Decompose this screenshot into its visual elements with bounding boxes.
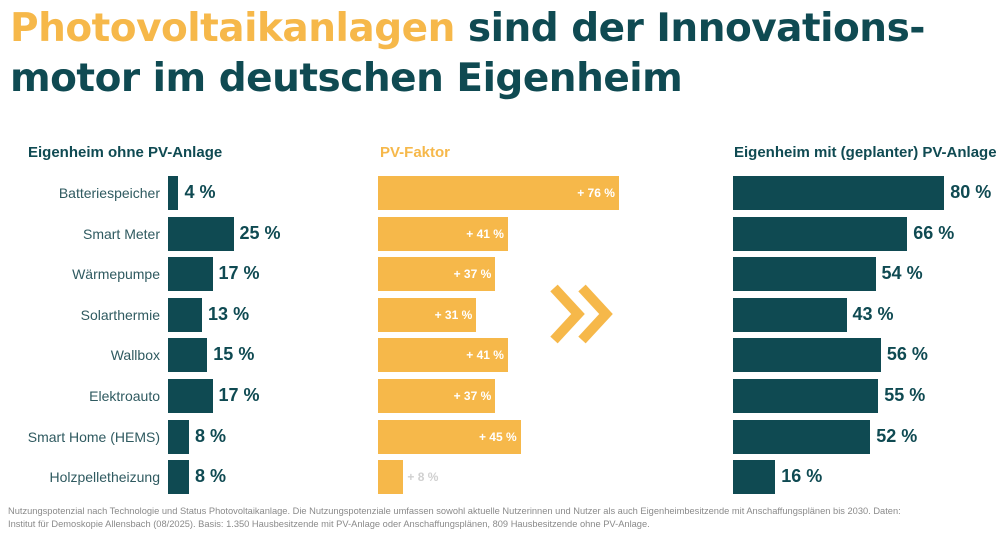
data-label-with-pv: 52 % [876, 425, 918, 446]
title-rest: sind der Innovations- [454, 6, 926, 51]
data-label-pv-factor: + 37 % [453, 389, 492, 403]
data-label-without-pv: 4 % [184, 182, 216, 202]
bar-with-pv [733, 460, 776, 495]
category-label: Smart Home (HEMS) [27, 428, 160, 445]
data-label-pv-factor: + 41 % [466, 348, 504, 363]
bar-pv-factor [378, 460, 404, 495]
bar-pv-factor [378, 257, 496, 292]
category-label: Wallbox [110, 347, 160, 364]
category-label: Smart Meter [82, 225, 160, 242]
chart-title-with-pv: Eigenheim mit (geplanter) PV-Anlage [734, 144, 997, 161]
data-label-without-pv: 8 % [194, 425, 226, 446]
data-label-with-pv: 43 % [852, 303, 894, 324]
category-label: Batteriespeicher [58, 185, 160, 201]
data-label-with-pv: 16 % [781, 466, 823, 487]
data-label-with-pv: 66 % [913, 222, 955, 243]
chart-title-pv-factor: PV-Faktor [380, 144, 451, 161]
footnote: Nutzungspotenzial nach Technologie und S… [8, 505, 998, 531]
data-label-pv-factor: + 41 % [466, 226, 504, 241]
chart-title-without-pv: Eigenheim ohne PV-Anlage [28, 144, 223, 161]
category-label: Elektroauto [89, 388, 160, 404]
bar-with-pv [733, 257, 876, 292]
bar-with-pv [733, 338, 881, 373]
bar-pv-factor [378, 216, 508, 251]
bar-pv-factor [378, 419, 521, 454]
bar-without-pv [168, 460, 189, 495]
data-label-with-pv: 55 % [884, 385, 926, 405]
bar-with-pv [733, 216, 908, 251]
chevron-2 [578, 284, 613, 344]
data-label-pv-factor: + 45 % [478, 429, 517, 444]
bar-without-pv [168, 176, 179, 210]
bar-with-pv [733, 419, 871, 454]
data-label-without-pv: 25 % [239, 222, 281, 243]
bar-with-pv [733, 297, 847, 332]
bar-pv-factor [378, 338, 508, 373]
data-label-pv-factor: + 76 % [577, 186, 615, 200]
bar-pv-factor [378, 297, 477, 332]
bar-without-pv [168, 216, 234, 251]
data-label-without-pv: 17 % [218, 385, 260, 405]
data-label-pv-factor: + 31 % [434, 307, 473, 322]
bar-with-pv [733, 379, 879, 413]
bar-pv-factor [378, 379, 496, 413]
category-label: Wärmepumpe [72, 266, 160, 283]
data-label-with-pv: 54 % [881, 263, 923, 284]
data-label-with-pv: 56 % [886, 344, 928, 365]
title-line2: motor im deutschen Eigenheim [10, 56, 683, 101]
bar-without-pv [168, 297, 203, 332]
bar-without-pv [168, 419, 189, 454]
page-title: Photovoltaikanlagen sind der Innovations… [10, 4, 925, 104]
category-label: Solarthermie [80, 306, 160, 323]
footnote-line2: Institut für Demoskopie Allensbach (08/2… [8, 519, 650, 529]
footnote-line1: Nutzungspotenzial nach Technologie und S… [8, 506, 901, 516]
bar-with-pv [733, 176, 945, 210]
data-label-without-pv: 13 % [208, 303, 250, 324]
data-label-without-pv: 17 % [218, 263, 260, 284]
title-highlight: Photovoltaikanlagen [10, 6, 455, 51]
bar-without-pv [168, 379, 213, 413]
bar-without-pv [168, 338, 208, 373]
data-label-without-pv: 15 % [213, 344, 255, 365]
bar-pv-factor [378, 176, 619, 210]
data-label-pv-factor: + 37 % [453, 267, 492, 282]
bar-without-pv [168, 257, 213, 292]
data-label-with-pv: 80 % [950, 182, 992, 202]
data-label-without-pv: 8 % [194, 466, 226, 487]
double-chevron-right-icon [550, 284, 613, 344]
category-label: Holzpelletheizung [49, 469, 160, 486]
data-label-pv-factor: + 8 % [407, 470, 439, 485]
chevron-1 [550, 284, 585, 344]
